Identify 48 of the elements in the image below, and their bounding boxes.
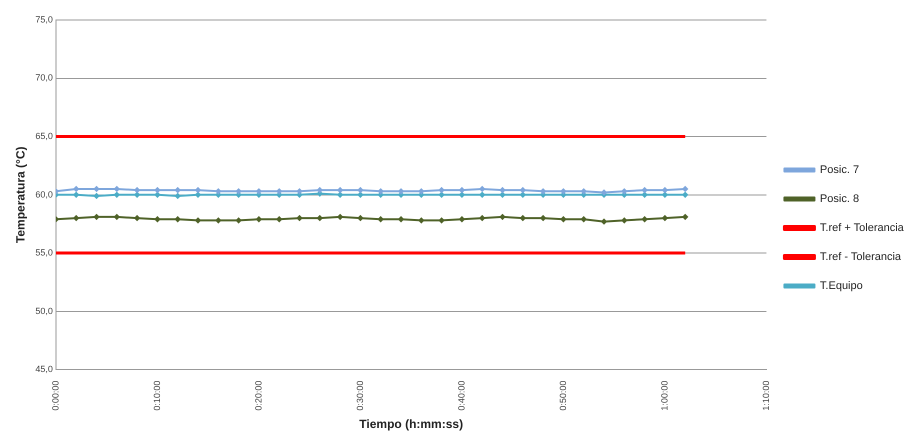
point [580,216,587,222]
x-tick-label: 0:40:00 [456,380,466,411]
legend-label: T.ref + Tolerancia [820,222,905,234]
x-tick-label: 0:30:00 [354,380,365,411]
point [479,192,486,198]
point [114,214,120,220]
point [540,215,546,222]
point [174,216,181,222]
point [215,217,222,224]
point [662,215,668,222]
y-tick-label: 75,0 [35,14,53,24]
x-axis-title: Tiempo (h:mm:ss) [359,417,464,432]
point [438,217,445,224]
point [316,215,323,222]
point [682,186,688,192]
point [73,215,80,222]
x-tick-label: 0:00:00 [50,380,60,411]
x-tick-label: 0:10:00 [152,380,162,411]
y-tick-label: 55,0 [35,248,53,258]
point [174,187,181,194]
point [134,215,140,222]
point [479,215,486,222]
point [337,214,344,220]
point [621,188,628,194]
x-tick-label: 0:20:00 [253,380,264,411]
x-tick-label: 1:00:00 [659,380,670,411]
point [682,192,688,198]
legend-label: Posic. 8 [820,193,860,206]
y-tick-label: 60,0 [35,189,53,200]
point [357,215,364,222]
x-tick-label: 0:50:00 [558,380,568,411]
y-axis-title: Temperatura (°C) [14,146,28,244]
point [236,217,242,224]
x-tick-label: 1:10:00 [760,380,771,411]
point [682,214,688,220]
legend-label: T.Equipo [820,280,863,292]
point [316,187,323,194]
y-tick-label: 50,0 [35,306,53,316]
point [418,217,424,224]
point [276,216,282,222]
legend-label: Posic. 7 [820,164,860,176]
point [479,186,486,192]
y-tick-label: 65,0 [35,131,53,142]
y-tick-label: 45,0 [35,364,53,374]
y-tick-label: 70,0 [35,72,53,83]
point [114,192,120,198]
point [174,192,181,199]
legend-label: T.ref - Tolerancia [820,251,902,264]
